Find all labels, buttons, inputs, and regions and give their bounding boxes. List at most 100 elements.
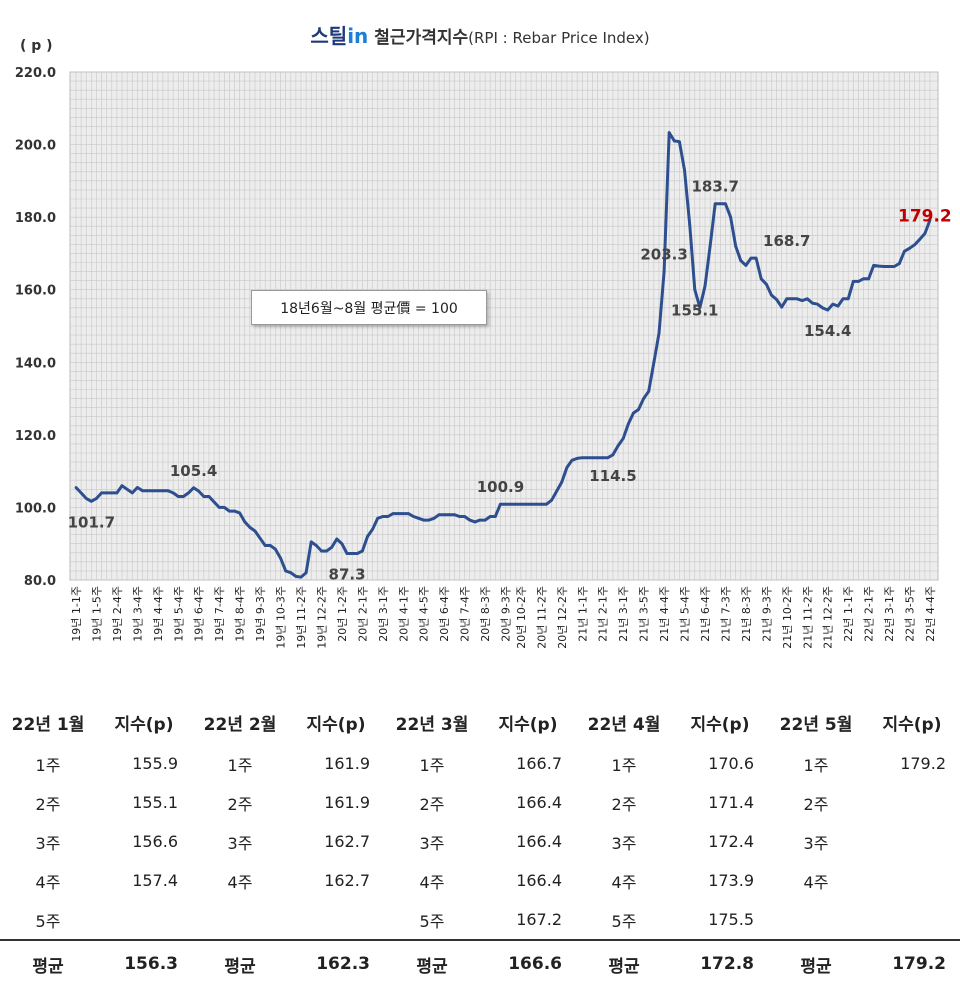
chart-title-text: 철근가격지수 xyxy=(374,28,469,48)
week-cell: 4주 xyxy=(803,872,829,892)
data-point xyxy=(197,489,201,493)
data-point xyxy=(514,502,518,506)
x-tick-label: 19년 3-4주 xyxy=(131,586,144,642)
data-label: 183.7 xyxy=(691,178,738,196)
data-point xyxy=(417,516,421,520)
data-point xyxy=(243,520,247,524)
data-point xyxy=(703,284,707,288)
data-point xyxy=(95,496,98,500)
data-point xyxy=(355,552,359,555)
x-tick-label: 21년 4-4주 xyxy=(658,586,671,642)
data-point xyxy=(156,489,160,493)
data-label: 101.7 xyxy=(68,513,115,531)
data-point xyxy=(314,544,318,547)
index-cell: 171.4 xyxy=(708,793,754,812)
x-tick-label: 21년 9-3주 xyxy=(760,586,773,642)
x-tick-label: 22년 2-1주 xyxy=(863,586,876,642)
data-point xyxy=(100,491,103,495)
data-point xyxy=(217,506,221,509)
data-point xyxy=(621,437,625,440)
data-point xyxy=(560,480,564,484)
data-point xyxy=(908,246,911,250)
data-point xyxy=(207,495,211,498)
average-label-cell: 평균 xyxy=(768,939,864,987)
x-tick-label: 19년 4-4주 xyxy=(152,586,165,642)
data-point xyxy=(453,513,456,517)
x-tick-label: 21년 1-1주 xyxy=(576,586,589,642)
data-point xyxy=(309,540,313,544)
y-tick-label: 220.0 xyxy=(15,66,56,81)
data-point xyxy=(862,277,865,281)
data-point xyxy=(652,360,656,364)
index-cell xyxy=(864,783,960,822)
x-tick-label: 22년 4-4주 xyxy=(924,586,937,642)
x-tick-label: 20년 12-2주 xyxy=(556,586,569,649)
data-point xyxy=(371,527,374,531)
x-tick-label: 20년 4-5주 xyxy=(418,586,431,642)
month-column-header: 22년 3월 xyxy=(395,714,469,735)
index-cell: 166.4 xyxy=(516,793,562,812)
week-cell xyxy=(192,900,288,940)
index-cell xyxy=(864,861,960,900)
data-point xyxy=(821,306,825,310)
index-cell: 172.4 xyxy=(708,832,754,851)
x-tick-label: 21년 5-4주 xyxy=(679,586,692,642)
data-point xyxy=(120,484,124,488)
data-point xyxy=(483,518,487,522)
data-point xyxy=(770,293,773,297)
data-point xyxy=(504,502,507,506)
data-point xyxy=(427,518,431,522)
data-point xyxy=(284,569,288,573)
index-column-header: 지수(p) xyxy=(498,714,558,735)
x-tick-label: 21년 3-1주 xyxy=(617,586,630,642)
week-cell: 1주 xyxy=(803,755,829,775)
rpi-chart: 스틸in 철근가격지수(RPI : Rebar Price Index) ( p … xyxy=(15,24,952,649)
data-point xyxy=(166,489,170,493)
average-value-cell: 166.6 xyxy=(480,939,576,987)
index-cell xyxy=(864,822,960,861)
data-point xyxy=(923,232,927,235)
data-point xyxy=(84,496,88,500)
data-point xyxy=(238,511,242,515)
data-label: 87.3 xyxy=(329,566,366,584)
data-point xyxy=(437,513,441,517)
x-tick-label: 20년 8-3주 xyxy=(479,586,492,642)
data-point xyxy=(632,411,635,415)
index-cell: 161.9 xyxy=(324,754,370,773)
data-point xyxy=(422,518,426,522)
index-cell: 175.5 xyxy=(708,910,754,929)
week-cell: 4주 xyxy=(419,872,445,892)
data-point xyxy=(228,509,231,513)
week-cell: 3주 xyxy=(803,833,829,853)
data-point xyxy=(672,139,676,143)
data-point xyxy=(693,288,697,292)
week-cell: 4주 xyxy=(35,872,61,892)
data-point xyxy=(115,491,119,495)
data-point xyxy=(151,489,155,493)
data-point xyxy=(381,515,385,518)
x-tick-label: 20년 7-4주 xyxy=(459,586,472,642)
data-point xyxy=(698,306,702,309)
data-point xyxy=(478,518,482,522)
data-point xyxy=(519,502,523,506)
data-point xyxy=(754,256,758,260)
week-cell: 2주 xyxy=(419,794,445,814)
table-row: 1주 155.9 1주 161.9 1주 166.7 1주 170.6 1주 179.2 xyxy=(0,744,960,783)
data-point xyxy=(913,243,917,247)
index-cell: 155.9 xyxy=(132,754,178,773)
data-label: 114.5 xyxy=(589,467,636,485)
week-cell: 4주 xyxy=(227,872,253,892)
data-point xyxy=(376,516,380,520)
x-tick-label: 19년 7-4주 xyxy=(213,586,226,642)
x-tick-label: 21년 3-5주 xyxy=(638,586,651,642)
data-point xyxy=(135,486,139,489)
x-tick-label: 21년 11-2주 xyxy=(801,586,814,649)
index-cell: 156.6 xyxy=(132,832,178,851)
data-point xyxy=(366,535,369,538)
month-column-header: 22년 1월 xyxy=(11,714,85,735)
y-tick-label: 180.0 xyxy=(15,211,56,226)
data-point xyxy=(800,299,804,302)
data-point xyxy=(887,265,891,268)
data-point xyxy=(841,297,845,301)
data-point xyxy=(442,513,446,517)
